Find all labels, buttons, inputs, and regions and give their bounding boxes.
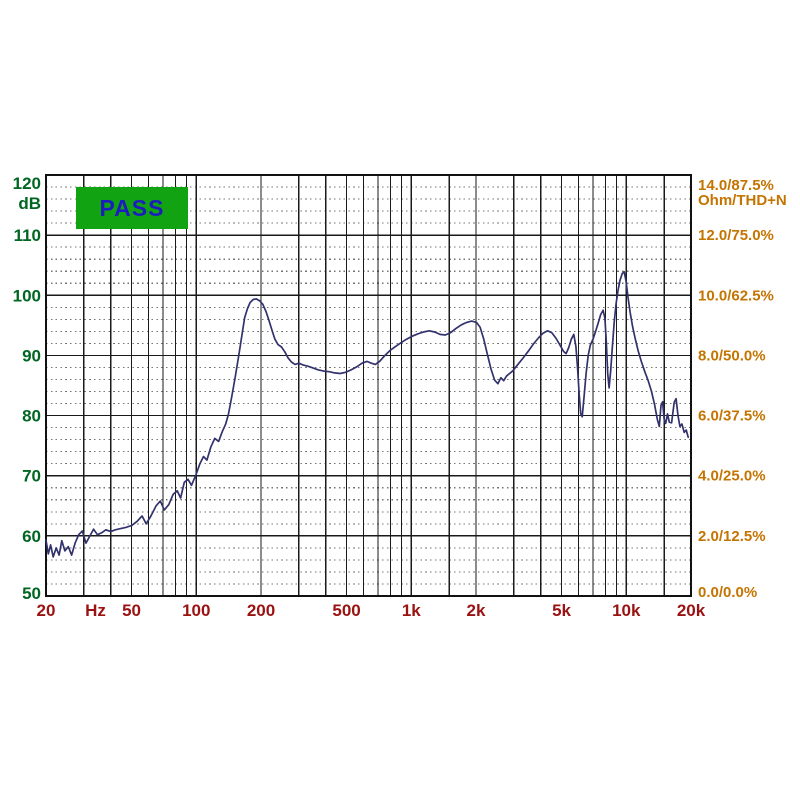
pass-fail-badge: PASS — [76, 187, 188, 229]
left-axis-unit-label: dB — [18, 194, 41, 213]
right-axis-unit-label: Ohm/THD+N — [698, 192, 787, 209]
x-axis-tick-label: 200 — [247, 601, 275, 620]
left-axis-tick-label: 100 — [13, 286, 41, 305]
x-axis-tick-label: 20 — [37, 601, 56, 620]
x-axis-tick-label: 5k — [552, 601, 571, 620]
x-axis-tick-label: 10k — [612, 601, 641, 620]
x-axis-unit-label: Hz — [85, 601, 106, 620]
plot-frame — [44, 173, 693, 598]
right-axis-tick-label: 4.0/25.0% — [698, 468, 766, 485]
x-axis-tick-label: 2k — [467, 601, 486, 620]
left-axis-tick-label: 120 — [13, 174, 41, 193]
right-axis-tick-label: 8.0/50.0% — [698, 347, 766, 364]
x-axis-tick-label: 1k — [402, 601, 421, 620]
right-axis-tick-label: 6.0/37.5% — [698, 408, 766, 425]
left-axis-tick-label: 90 — [22, 346, 41, 365]
x-axis-tick-label: 100 — [182, 601, 210, 620]
x-axis-tick-label: 500 — [332, 601, 360, 620]
right-axis-tick-label: 14.0/87.5% — [698, 177, 774, 194]
left-axis-tick-label: 110 — [14, 226, 41, 245]
pass-fail-label: PASS — [99, 194, 165, 221]
response-curve — [45, 270, 690, 558]
right-axis-tick-label: 0.0/0.0% — [698, 584, 757, 601]
x-axis-tick-label: 50 — [122, 601, 141, 620]
x-axis-tick-label: 20k — [677, 601, 706, 620]
left-axis-tick-label: 60 — [22, 527, 41, 546]
right-axis-tick-label: 10.0/62.5% — [698, 287, 774, 304]
right-axis-tick-label: 2.0/12.5% — [698, 528, 766, 545]
left-axis-tick-label: 80 — [22, 407, 41, 426]
left-axis-tick-label: 70 — [22, 467, 41, 486]
left-axis-tick-label: 50 — [22, 584, 41, 603]
right-axis-tick-label: 12.0/75.0% — [698, 227, 774, 244]
